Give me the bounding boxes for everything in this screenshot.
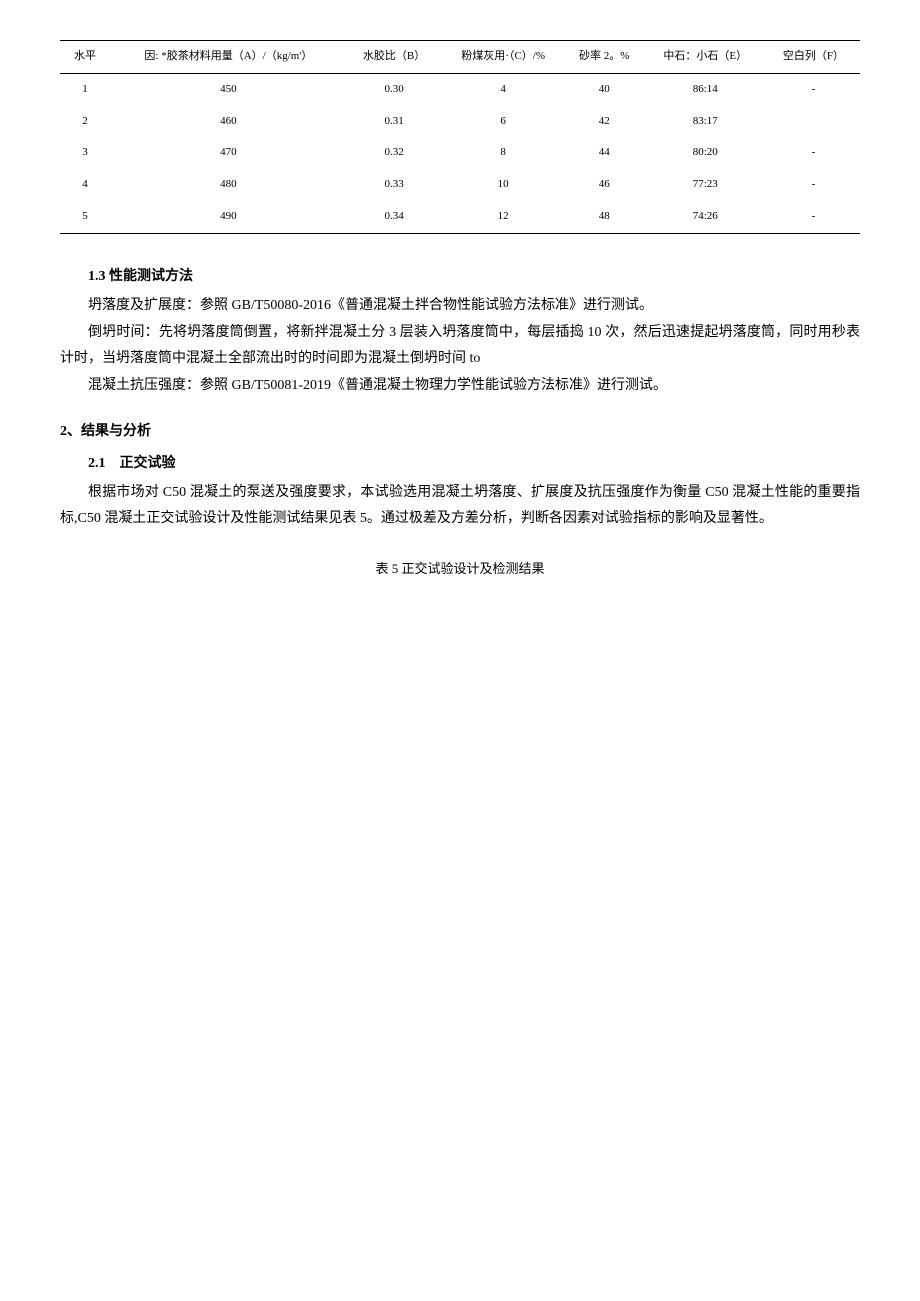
cell-e: 80:20	[644, 137, 767, 169]
header-col-d: 砂率 2。%	[565, 41, 644, 74]
cell-f: -	[767, 201, 860, 233]
header-col-c: 粉煤灰用·（C）/%	[441, 41, 564, 74]
section-1-3-p3: 混凝土抗压强度：参照 GB/T50081-2019《普通混凝土物理力学性能试验方…	[60, 373, 860, 400]
header-col-f: 空白列（F）	[767, 41, 860, 74]
cell-a: 470	[110, 137, 347, 169]
header-level: 水平	[60, 41, 110, 74]
section-1-3-p1: 坍落度及扩展度：参照 GB/T50080-2016《普通混凝土拌合物性能试验方法…	[60, 293, 860, 320]
cell-level: 4	[60, 169, 110, 201]
header-col-b: 水胶比（B）	[347, 41, 442, 74]
col-a-label: *胶茶材料用量（A）/（kg/m'）	[161, 50, 312, 62]
cell-a: 460	[110, 106, 347, 138]
cell-a: 490	[110, 201, 347, 233]
cell-d: 48	[565, 201, 644, 233]
table-row: 1 450 0.30 4 40 86:14 -	[60, 73, 860, 105]
cell-level: 5	[60, 201, 110, 233]
cell-e: 86:14	[644, 73, 767, 105]
cell-e: 83:17	[644, 106, 767, 138]
factor-level-table: 水平 因: *胶茶材料用量（A）/（kg/m'） 水胶比（B） 粉煤灰用·（C）…	[60, 40, 860, 234]
cell-level: 2	[60, 106, 110, 138]
table-row: 2 460 0.31 6 42 83:17	[60, 106, 860, 138]
cell-c: 6	[441, 106, 564, 138]
cell-level: 3	[60, 137, 110, 169]
cell-f: -	[767, 137, 860, 169]
cell-b: 0.34	[347, 201, 442, 233]
section-2-1-p1: 根据市场对 C50 混凝土的泵送及强度要求，本试验选用混凝土坍落度、扩展度及抗压…	[60, 480, 860, 533]
table-row: 3 470 0.32 8 44 80:20 -	[60, 137, 860, 169]
section-2-1-heading: 2.1 正交试验	[60, 451, 860, 476]
cell-b: 0.31	[347, 106, 442, 138]
cell-f: -	[767, 169, 860, 201]
cell-b: 0.32	[347, 137, 442, 169]
cell-c: 12	[441, 201, 564, 233]
header-col-a: 因: *胶茶材料用量（A）/（kg/m'）	[110, 41, 347, 74]
cell-d: 44	[565, 137, 644, 169]
cell-f	[767, 106, 860, 138]
section-1-3: 1.3 性能测试方法 坍落度及扩展度：参照 GB/T50080-2016《普通混…	[60, 264, 860, 400]
cell-level: 1	[60, 73, 110, 105]
cell-c: 10	[441, 169, 564, 201]
section-1-3-heading: 1.3 性能测试方法	[60, 264, 860, 289]
cell-e: 74:26	[644, 201, 767, 233]
section-1-3-p2: 倒坍时间：先将坍落度筒倒置，将新拌混凝土分 3 层装入坍落度筒中，每层插捣 10…	[60, 320, 860, 373]
cell-d: 42	[565, 106, 644, 138]
cell-c: 8	[441, 137, 564, 169]
cell-b: 0.33	[347, 169, 442, 201]
cell-f: -	[767, 73, 860, 105]
cell-c: 4	[441, 73, 564, 105]
factor-label: 因:	[144, 50, 158, 62]
cell-e: 77:23	[644, 169, 767, 201]
cell-b: 0.30	[347, 73, 442, 105]
table-header-row: 水平 因: *胶茶材料用量（A）/（kg/m'） 水胶比（B） 粉煤灰用·（C）…	[60, 41, 860, 74]
cell-d: 40	[565, 73, 644, 105]
cell-a: 450	[110, 73, 347, 105]
factor-level-table-wrapper: 水平 因: *胶茶材料用量（A）/（kg/m'） 水胶比（B） 粉煤灰用·（C）…	[60, 40, 860, 234]
section-2: 2、结果与分析 2.1 正交试验 根据市场对 C50 混凝土的泵送及强度要求，本…	[60, 419, 860, 533]
header-col-e: 中石：小石（E）	[644, 41, 767, 74]
table-5-caption: 表 5 正交试验设计及检测结果	[60, 557, 860, 580]
cell-d: 46	[565, 169, 644, 201]
section-2-heading: 2、结果与分析	[60, 419, 860, 444]
table-row: 5 490 0.34 12 48 74:26 -	[60, 201, 860, 233]
table-row: 4 480 0.33 10 46 77:23 -	[60, 169, 860, 201]
cell-a: 480	[110, 169, 347, 201]
